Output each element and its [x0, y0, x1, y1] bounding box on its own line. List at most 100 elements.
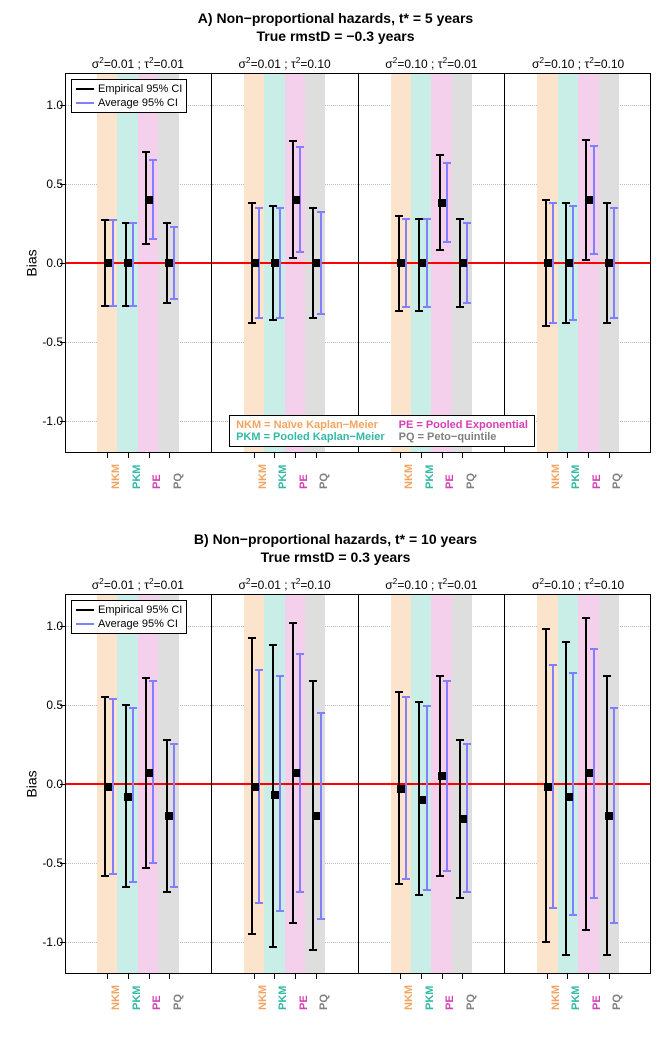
- ci-cap: [163, 222, 171, 224]
- x-tick-mark: [462, 453, 463, 458]
- ci-cap: [463, 222, 471, 224]
- x-tick-label-pe: PE: [151, 474, 163, 489]
- ci-cap: [549, 322, 557, 324]
- ci-cap: [582, 617, 590, 619]
- x-axis-labels: NKMPKMPEPQNKMPKMPEPQNKMPKMPEPQNKMPKMPEPQ: [65, 974, 651, 1022]
- legend-swatch: [76, 88, 94, 90]
- method-legend: NKM = Naïve Kaplan−MeierPE = Pooled Expo…: [229, 415, 535, 447]
- ci-cap: [590, 648, 598, 650]
- x-tick-mark: [567, 453, 568, 458]
- x-tick-label-pkm: PKM: [131, 465, 143, 489]
- ci-cap: [456, 218, 464, 220]
- x-tick-mark: [462, 974, 463, 979]
- subplot-title: σ2=0.01 ; τ2=0.01: [65, 576, 211, 592]
- point-estimate: [292, 196, 300, 204]
- x-tick-label-pe: PE: [151, 995, 163, 1010]
- ci-cap: [317, 918, 325, 920]
- point-estimate: [104, 783, 112, 791]
- x-tick-mark: [547, 453, 548, 458]
- x-tick-label-pkm: PKM: [277, 465, 289, 489]
- ci-cap: [309, 949, 317, 951]
- ci-cap: [170, 226, 178, 228]
- x-tick-label-nkm: NKM: [550, 464, 562, 489]
- subplot-3: σ2=0.10 ; τ2=0.10: [504, 73, 651, 453]
- ci-cap: [129, 305, 137, 307]
- x-tick-label-nkm: NKM: [403, 464, 415, 489]
- x-tick-label-pkm: PKM: [131, 986, 143, 1010]
- ci-cap: [562, 322, 570, 324]
- ci-cap: [248, 933, 256, 935]
- method-legend-item-nkm: NKM = Naïve Kaplan−Meier: [236, 419, 385, 431]
- ci-cap: [296, 653, 304, 655]
- plot-region: [505, 73, 651, 453]
- legend-row-empirical: Empirical 95% CI: [76, 603, 182, 617]
- subplot-title: σ2=0.10 ; τ2=0.10: [505, 576, 651, 592]
- x-tick-group: NKMPKMPEPQ: [505, 453, 652, 501]
- point-estimate: [397, 785, 405, 793]
- x-tick-label-pe: PE: [298, 995, 310, 1010]
- ci-cap: [436, 154, 444, 156]
- plot-region: [505, 594, 651, 974]
- point-estimate: [418, 796, 426, 804]
- point-estimate: [459, 259, 467, 267]
- legend-row-average: Average 95% CI: [76, 96, 182, 110]
- ci-cap: [542, 199, 550, 201]
- x-tick-label-nkm: NKM: [257, 464, 269, 489]
- x-tick-label-pq: PQ: [318, 994, 330, 1010]
- ci-cap: [395, 215, 403, 217]
- ci-cap: [255, 207, 263, 209]
- plot-region: [212, 594, 358, 974]
- point-estimate: [251, 783, 259, 791]
- zero-line: [359, 262, 505, 264]
- x-tick-mark: [567, 974, 568, 979]
- panel-title-line2: True rmstD = 0.3 years: [261, 549, 411, 565]
- subplot-title: σ2=0.01 ; τ2=0.10: [212, 576, 358, 592]
- ci-cap: [170, 298, 178, 300]
- ci-cap: [569, 914, 577, 916]
- ci-cap: [582, 259, 590, 261]
- x-tick-mark: [149, 974, 150, 979]
- x-tick-label-pe: PE: [591, 995, 603, 1010]
- ci-cap: [610, 707, 618, 709]
- x-tick-mark: [421, 453, 422, 458]
- ci-cap: [443, 241, 451, 243]
- x-tick-mark: [169, 453, 170, 458]
- zero-line: [65, 783, 211, 785]
- x-tick-mark: [588, 453, 589, 458]
- y-tick-label: -1.0: [35, 414, 63, 428]
- x-tick-mark: [169, 974, 170, 979]
- ci-cap: [395, 691, 403, 693]
- ci-cap: [542, 628, 550, 630]
- x-tick-mark: [107, 453, 108, 458]
- ci-cap: [269, 644, 277, 646]
- x-tick-label-pe: PE: [444, 474, 456, 489]
- ci-cap: [142, 867, 150, 869]
- ci-cap: [562, 641, 570, 643]
- ci-cap: [129, 881, 137, 883]
- ci-cap: [255, 669, 263, 671]
- x-tick-mark: [400, 453, 401, 458]
- point-estimate: [145, 196, 153, 204]
- ci-cap: [590, 897, 598, 899]
- subplot-0: σ2=0.01 ; τ2=0.01: [65, 594, 211, 974]
- ci-cap: [276, 317, 284, 319]
- x-tick-label-pe: PE: [298, 474, 310, 489]
- ci-cap: [296, 146, 304, 148]
- ci-cap: [402, 878, 410, 880]
- point-estimate: [312, 259, 320, 267]
- legend-row-average: Average 95% CI: [76, 617, 182, 631]
- x-tick-label-pq: PQ: [318, 473, 330, 489]
- ci-cap: [149, 862, 157, 864]
- zero-line: [359, 783, 505, 785]
- x-tick-mark: [274, 453, 275, 458]
- ci-cap: [443, 870, 451, 872]
- ci-cap: [276, 207, 284, 209]
- method-legend-item-pq: PQ = Peto−quintile: [399, 431, 528, 443]
- point-estimate: [565, 793, 573, 801]
- ci-cap: [163, 302, 171, 304]
- y-tick-label: 0.0: [35, 256, 63, 270]
- ci-cap: [549, 664, 557, 666]
- ci-cap: [170, 886, 178, 888]
- x-tick-label-pe: PE: [591, 474, 603, 489]
- ci-cap: [149, 680, 157, 682]
